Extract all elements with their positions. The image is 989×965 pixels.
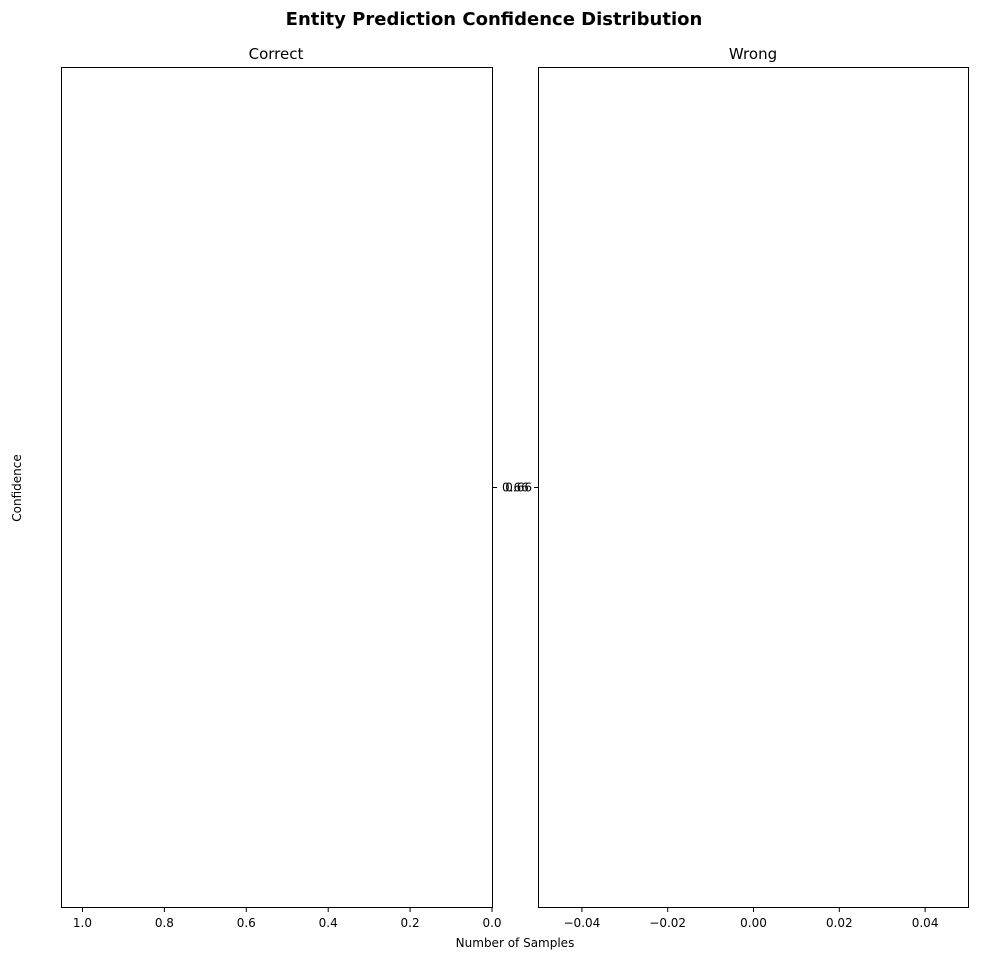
y-axis-label: Confidence <box>10 454 24 521</box>
x-tick-label-correct: 0.2 <box>401 916 420 930</box>
x-tick-label-wrong: −0.02 <box>649 916 686 930</box>
panel-title-wrong: Wrong <box>729 45 777 63</box>
plot-area-wrong <box>538 67 969 908</box>
x-tick-label-wrong: 0.00 <box>740 916 767 930</box>
x-tick-label-wrong: 0.04 <box>912 916 939 930</box>
x-tick-label-correct: 0.8 <box>155 916 174 930</box>
x-tick-label-correct: 0.0 <box>482 916 501 930</box>
chart-title: Entity Prediction Confidence Distributio… <box>286 9 703 30</box>
x-tick-label-wrong: 0.02 <box>826 916 853 930</box>
x-tick-label-correct: 0.6 <box>237 916 256 930</box>
x-tick-label-correct: 0.4 <box>319 916 338 930</box>
plot-area-correct <box>61 67 493 908</box>
x-tick-label-wrong: −0.04 <box>564 916 601 930</box>
y-tick-label-wrong: 0.66 <box>505 481 532 495</box>
panel-title-correct: Correct <box>249 45 304 63</box>
x-axis-label: Number of Samples <box>456 936 575 950</box>
y-tick-label-correct: 0.66 <box>502 481 529 495</box>
x-tick-label-correct: 1.0 <box>73 916 92 930</box>
